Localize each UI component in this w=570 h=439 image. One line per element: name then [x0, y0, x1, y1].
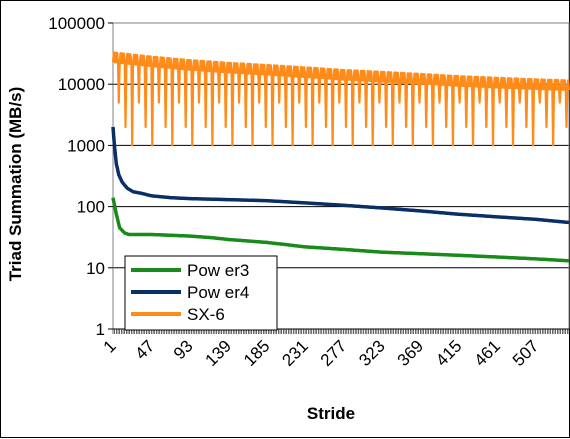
y-tick-label: 10	[86, 259, 105, 278]
x-tick-label: 369	[394, 336, 427, 369]
y-tick-label: 1	[96, 320, 105, 339]
x-tick-label: 277	[317, 336, 350, 369]
y-tick-label: 100000	[48, 14, 105, 33]
series-line-sx-6	[111, 51, 570, 147]
x-tick-label: 231	[278, 336, 311, 369]
x-axis-title: Stride	[307, 404, 355, 423]
y-tick-label: 100	[77, 198, 105, 217]
y-tick-label: 1000	[67, 136, 105, 155]
x-tick-label: 507	[509, 336, 542, 369]
series-layer	[111, 51, 570, 263]
legend: Pow er3 Pow er4 SX-6	[124, 255, 278, 331]
y-tick-labels: 1 10 100 1000 10000 100000	[48, 14, 105, 339]
x-tick-label: 1	[100, 336, 120, 356]
x-tick-label: 461	[471, 336, 504, 369]
legend-label-power3: Pow er3	[187, 261, 249, 280]
legend-label-power4: Pow er4	[187, 283, 249, 302]
x-tick-label: 323	[355, 336, 388, 369]
grid-layer	[113, 83, 569, 269]
y-tick-label: 10000	[58, 75, 105, 94]
y-axis-title: Triad Summation (MB/s)	[6, 87, 25, 282]
legend-label-sx6: SX-6	[187, 305, 225, 324]
series-line-power4	[111, 126, 570, 225]
x-tick-label: 185	[240, 336, 273, 369]
x-tick-label: 47	[131, 336, 158, 363]
series-line-power3	[111, 197, 570, 263]
x-tick-labels: 1 47 93 139 185 231 277 323 369 415 461 507	[100, 336, 543, 369]
x-tick-label: 93	[170, 336, 197, 363]
x-tick-label: 139	[202, 336, 235, 369]
x-tick-label: 415	[432, 336, 465, 369]
